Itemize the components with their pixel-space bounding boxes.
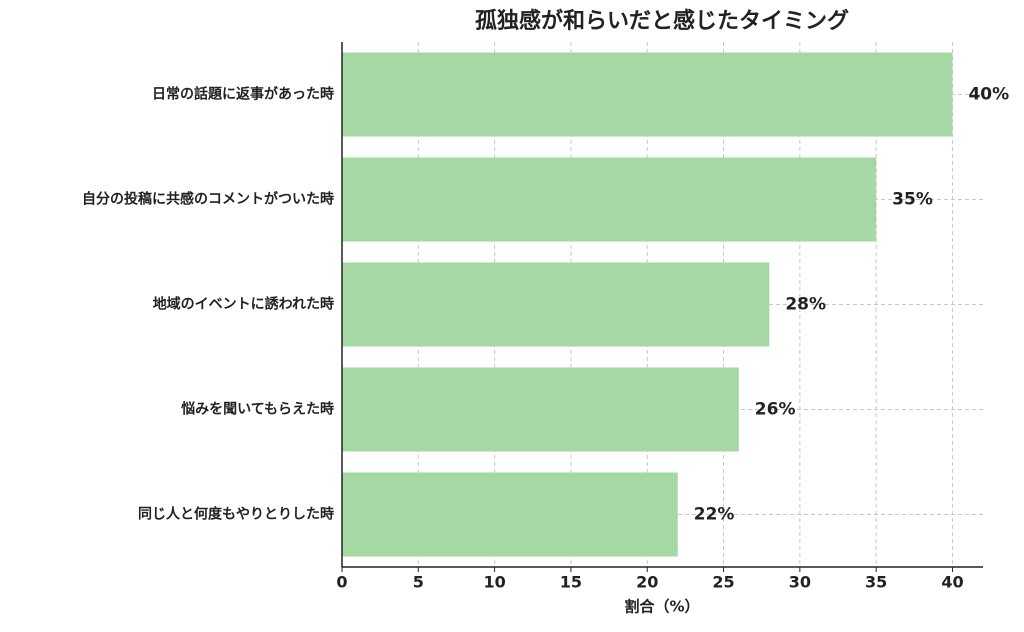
y-tick-label: 日常の話題に返事があった時 [152,86,334,103]
x-tick-label: 35 [865,573,887,592]
y-tick-label: 地域のイベントに誘われた時 [153,296,334,313]
value-label: 22% [694,505,735,525]
bar [342,367,739,452]
y-tick-label: 自分の投稿に共感のコメントがついた時 [82,191,334,208]
value-label: 28% [785,295,826,315]
y-tick-label: 同じ人と何度もやりとりした時 [138,506,334,523]
bar [342,157,877,242]
bar [342,472,678,557]
value-label: 35% [892,190,933,210]
x-axis-label: 割合（%） [624,598,699,616]
x-tick-label: 10 [483,573,505,592]
bar [342,262,770,347]
x-tick-label: 25 [712,573,734,592]
bar [342,52,953,137]
y-tick-label: 悩みを聞いてもらえた時 [181,401,334,418]
x-tick-label: 20 [636,573,658,592]
chart-title: 孤独感が和らいだと感じたタイミング [475,8,849,34]
x-tick-label: 0 [336,573,347,592]
x-tick-label: 40 [941,573,963,592]
x-tick-label: 30 [789,573,811,592]
x-tick-label: 5 [413,573,424,592]
value-label: 26% [755,400,796,420]
value-label: 40% [968,85,1009,105]
x-tick-label: 15 [560,573,582,592]
